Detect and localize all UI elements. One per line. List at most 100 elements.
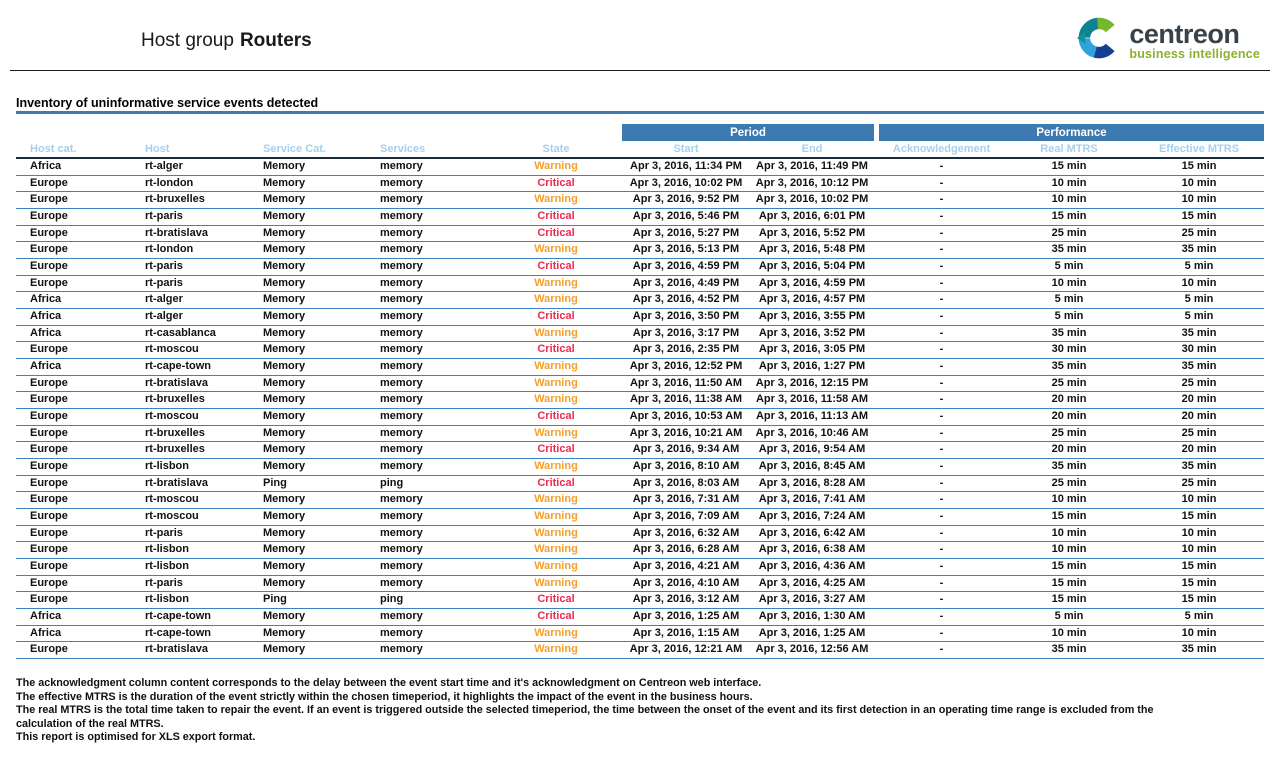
service-cell: memory xyxy=(375,241,490,260)
real-mtrs-cell: 5 min xyxy=(1004,258,1135,276)
effective-mtrs-cell: 5 min xyxy=(1134,258,1265,276)
state-cell: Warning xyxy=(490,391,622,410)
service-cat-cell: Memory xyxy=(258,425,375,443)
service-cat-cell: Memory xyxy=(258,508,375,526)
service-cell: memory xyxy=(375,641,490,660)
page-title: Host group Routers xyxy=(141,30,312,52)
host-cat-cell: Europe xyxy=(16,425,140,443)
table-row: Europe rt-bratislava Memory memory Warning Ap… xyxy=(16,641,1265,660)
real-mtrs-cell: 25 min xyxy=(1004,225,1135,243)
real-mtrs-cell: 10 min xyxy=(1004,175,1135,193)
service-cat-cell: Memory xyxy=(258,291,375,310)
table-row: Europe rt-paris Memory memory Critical Apr 3,… xyxy=(16,208,1265,226)
col-header-services: Services xyxy=(375,141,490,159)
host-cat-cell: Africa xyxy=(16,625,140,643)
column-header-row: Host cat. Host Service Cat. Services Sta… xyxy=(16,141,1265,159)
state-cell: Warning xyxy=(490,291,622,310)
gap-cell xyxy=(874,341,880,360)
service-cell: memory xyxy=(375,375,490,393)
end-cell: Apr 3, 2016, 5:04 PM xyxy=(750,258,875,276)
host-cell: rt-paris xyxy=(140,275,258,293)
ack-cell: - xyxy=(879,425,1005,443)
ack-cell: - xyxy=(879,375,1005,393)
effective-mtrs-cell: 30 min xyxy=(1134,341,1265,360)
host-cat-cell: Europe xyxy=(16,491,140,510)
host-cell: rt-paris xyxy=(140,525,258,543)
logo-brand-text: centreon xyxy=(1129,18,1240,49)
header-divider xyxy=(10,70,1270,71)
service-cell: memory xyxy=(375,208,490,226)
state-cell: Warning xyxy=(490,641,622,660)
end-cell: Apr 3, 2016, 3:55 PM xyxy=(750,308,875,326)
real-mtrs-cell: 25 min xyxy=(1004,375,1135,393)
real-mtrs-cell: 25 min xyxy=(1004,425,1135,443)
host-cat-cell: Europe xyxy=(16,375,140,393)
end-cell: Apr 3, 2016, 5:52 PM xyxy=(750,225,875,243)
service-cat-cell: Memory xyxy=(258,525,375,543)
ack-cell: - xyxy=(879,441,1005,460)
logo-text: centreon business intelligence xyxy=(1129,18,1260,61)
real-mtrs-cell: 10 min xyxy=(1004,275,1135,293)
effective-mtrs-cell: 10 min xyxy=(1134,525,1265,543)
table-row: Europe rt-london Memory memory Warning Apr 3,… xyxy=(16,241,1265,260)
start-cell: Apr 3, 2016, 8:10 AM xyxy=(622,458,750,476)
state-cell: Warning xyxy=(490,575,622,593)
ack-cell: - xyxy=(879,541,1005,560)
table-row: Europe rt-bruxelles Memory memory Critical Ap… xyxy=(16,441,1265,460)
table-row: Europe rt-lisbon Ping ping Critical Apr 3, 20… xyxy=(16,591,1265,610)
real-mtrs-cell: 35 min xyxy=(1004,358,1135,376)
performance-group-header: Performance xyxy=(879,124,1265,141)
host-cell: rt-alger xyxy=(140,158,258,176)
table-row: Africa rt-cape-town Memory memory Warning Apr… xyxy=(16,625,1265,643)
start-cell: Apr 3, 2016, 8:03 AM xyxy=(622,475,750,493)
state-cell: Critical xyxy=(490,175,622,193)
end-cell: Apr 3, 2016, 5:48 PM xyxy=(750,241,875,260)
host-cell: rt-paris xyxy=(140,208,258,226)
host-cell: rt-london xyxy=(140,241,258,260)
state-cell: Critical xyxy=(490,258,622,276)
start-cell: Apr 3, 2016, 10:02 PM xyxy=(622,175,750,193)
table-row: Europe rt-lisbon Memory memory Warning Apr 3,… xyxy=(16,558,1265,576)
effective-mtrs-cell: 35 min xyxy=(1134,358,1265,376)
start-cell: Apr 3, 2016, 11:34 PM xyxy=(622,158,750,176)
col-header-service-cat: Service Cat. xyxy=(258,141,375,159)
service-cat-cell: Memory xyxy=(258,225,375,243)
start-cell: Apr 3, 2016, 12:52 PM xyxy=(622,358,750,376)
period-group-header: Period xyxy=(622,124,875,141)
ack-cell: - xyxy=(879,275,1005,293)
service-cat-cell: Memory xyxy=(258,208,375,226)
events-report: Period Performance Host cat. Host Servic… xyxy=(16,124,1265,660)
real-mtrs-cell: 15 min xyxy=(1004,208,1135,226)
effective-mtrs-cell: 10 min xyxy=(1134,275,1265,293)
service-cat-cell: Memory xyxy=(258,608,375,626)
start-cell: Apr 3, 2016, 9:52 PM xyxy=(622,191,750,210)
effective-mtrs-cell: 10 min xyxy=(1134,541,1265,560)
start-cell: Apr 3, 2016, 4:21 AM xyxy=(622,558,750,576)
col-header-end: End xyxy=(750,141,875,159)
host-cell: rt-moscou xyxy=(140,508,258,526)
gap-cell xyxy=(874,475,880,493)
service-cat-cell: Memory xyxy=(258,458,375,476)
state-cell: Warning xyxy=(490,491,622,510)
effective-mtrs-cell: 10 min xyxy=(1134,491,1265,510)
service-cat-cell: Memory xyxy=(258,241,375,260)
start-cell: Apr 3, 2016, 5:46 PM xyxy=(622,208,750,226)
host-cat-cell: Europe xyxy=(16,225,140,243)
end-cell: Apr 3, 2016, 11:49 PM xyxy=(750,158,875,176)
service-cell: memory xyxy=(375,325,490,343)
end-cell: Apr 3, 2016, 11:58 AM xyxy=(750,391,875,410)
ack-cell: - xyxy=(879,258,1005,276)
table-row: Europe rt-moscou Memory memory Warning Apr 3,… xyxy=(16,491,1265,510)
note-line: This report is optimised for XLS export … xyxy=(16,731,256,744)
service-cat-cell: Memory xyxy=(258,441,375,460)
start-cell: Apr 3, 2016, 5:13 PM xyxy=(622,241,750,260)
service-cat-cell: Memory xyxy=(258,575,375,593)
host-cat-cell: Europe xyxy=(16,175,140,193)
state-cell: Warning xyxy=(490,275,622,293)
effective-mtrs-cell: 15 min xyxy=(1134,591,1265,610)
end-cell: Apr 3, 2016, 3:27 AM xyxy=(750,591,875,610)
gap-cell xyxy=(874,641,880,660)
host-cell: rt-alger xyxy=(140,308,258,326)
service-cell: memory xyxy=(375,508,490,526)
start-cell: Apr 3, 2016, 4:10 AM xyxy=(622,575,750,593)
